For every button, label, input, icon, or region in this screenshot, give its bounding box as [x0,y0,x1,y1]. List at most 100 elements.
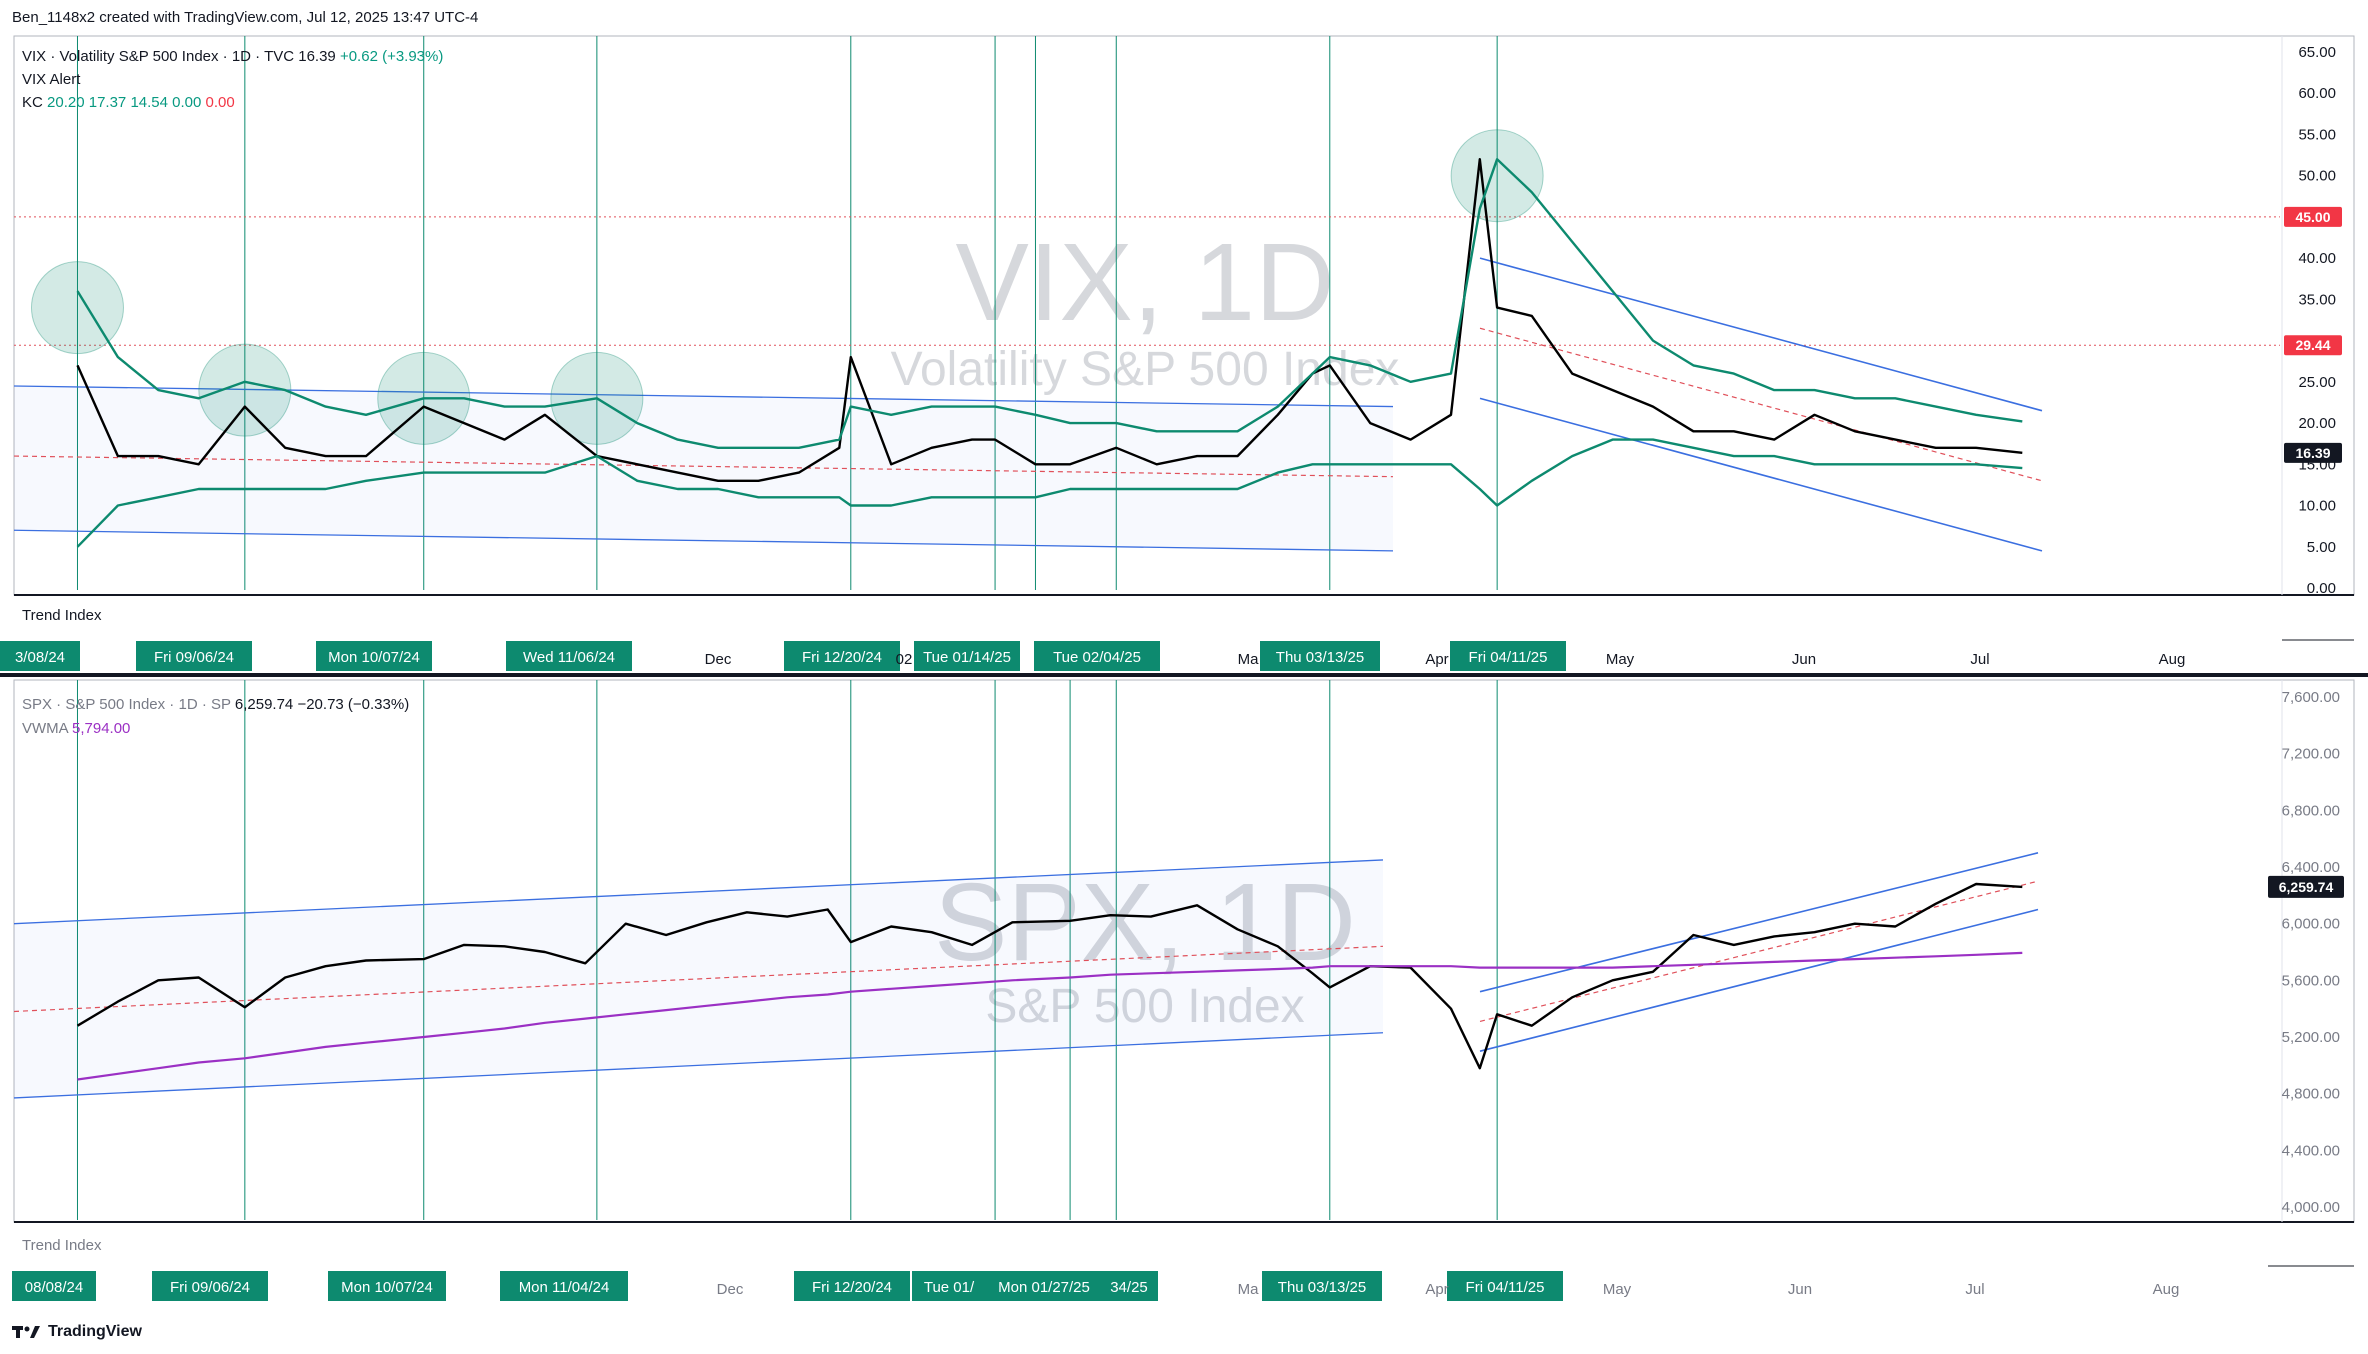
spx-y-tick: 6,400.00 [2282,859,2340,876]
spx-vwma-line [77,951,2023,1081]
spx-date-label-bg [794,1271,910,1301]
tradingview-logo-text: TradingView [48,1323,142,1340]
spx-price-label-bg [2268,875,2344,898]
vix-y-tick: 20.00 [2298,415,2336,432]
vix-channel-mid [13,455,1394,478]
spx-uptrend-mid [1479,880,2039,1022]
vix-date-label-bg [1260,641,1380,671]
spx-month-label: Apr [1425,1281,1448,1298]
vix-downtrend-mid [1479,327,2043,482]
spx-y-tick: 7,200.00 [2282,746,2340,763]
spx-legend-change: −20.73 (−0.33%) [297,696,409,713]
vix-date-label-bg [316,641,432,671]
vix-highlight-circle [198,343,292,437]
vix-month-label: May [1606,651,1635,668]
vix-date-label: 3/08/24 [15,649,65,666]
vix-y-tick: 65.00 [2298,44,2336,61]
spx-price-label: 6,259.74 [2279,879,2334,895]
spx-date-label: Fri 12/20/24 [812,1279,892,1296]
vix-price-label: 29.44 [2295,337,2330,353]
vix-y-tick: 5.00 [2307,539,2336,556]
vix-month-label: Dec [705,651,732,668]
spx-month-label: Ma [1238,1281,1259,1298]
kc-label: KC [22,94,47,111]
spx-uptrend-lower [1479,908,2039,1052]
spx-date-label-bg [986,1271,1102,1301]
spx-y-tick: 4,800.00 [2282,1086,2340,1103]
spx-trend-index-label: Trend Index [22,1237,102,1254]
spx-legend-price: 6,259.74 [235,696,298,713]
spx-y-tick: 5,200.00 [2282,1029,2340,1046]
vix-vix-line [76,157,2023,482]
spx-date-label-bg [912,1271,986,1301]
vix-month-label: Jul [1970,651,1989,668]
vix-y-tick: 25.00 [2298,374,2336,391]
vix-legend-alert: VIX Alert [22,71,81,88]
spx-month-label: Aug [2153,1281,2180,1298]
vix-date-label-bg [914,641,1020,671]
vix-date-label: Fri 04/11/25 [1469,649,1548,666]
spx-legend-line1: SPX · S&P 500 Index · 1D · SP 6,259.74 −… [22,696,409,713]
kc-value: 20.20 [47,94,89,111]
vix-price-label: 45.00 [2295,209,2330,225]
spx-date-label: Tue 01/ [924,1279,975,1296]
spx-date-label-bg [1262,1271,1382,1301]
vix-month-label: Aug [2159,651,2186,668]
kc-zero: 0.00 [172,94,205,111]
vix-date-label: Tue 01/14/25 [923,649,1011,666]
vix-price-label-bg [2284,335,2342,356]
vix-date-label: Tue 02/04/25 [1053,649,1141,666]
vix-y-tick: 35.00 [2298,291,2336,308]
vix-date-label-bg [506,641,632,671]
vix-month-label: Ma [1238,651,1259,668]
vwma-value: 5,794.00 [72,720,130,737]
vwma-label: VWMA [22,720,72,737]
vix-date-label: Thu 03/13/25 [1276,649,1364,666]
vix-date-label-bg [1450,641,1566,671]
kc-value: 17.37 [89,94,131,111]
vix-y-tick: 10.00 [2298,498,2336,515]
spx-date-label: Mon 11/04/24 [519,1279,610,1296]
spx-legend-label: SPX · S&P 500 Index · 1D · SP [22,696,235,713]
vix-y-tick: 50.00 [2298,168,2336,185]
spx-watermark-main: SPX, 1D [934,861,1356,984]
vix-date-label-bg [784,641,900,671]
spx-channel-upper [13,859,1384,925]
vix-price-label-bg [2284,206,2342,227]
vix-date-label-bg [1034,641,1160,671]
spx-y-tick: 6,800.00 [2282,802,2340,819]
spx-y-tick: 4,000.00 [2282,1199,2340,1216]
vix-kc-lower-line [76,438,2023,548]
vix-date-label-bg [0,641,80,671]
vix-y-tick: 40.00 [2298,250,2336,267]
vix-channel-upper [13,385,1394,408]
attribution-bar: Ben_1148x2 created with TradingView.com,… [0,0,2368,34]
spx-watermark-sub: S&P 500 Index [985,980,1304,1033]
spx-date-label: Mon 01/27/25 [998,1279,1090,1296]
spx-date-label: Thu 03/13/25 [1278,1279,1366,1296]
spx-channel-lower [13,1032,1384,1099]
vix-price-label: 16.39 [2295,445,2330,461]
vix-watermark-sub: Volatility S&P 500 Index [891,343,1400,396]
vix-highlight-circle [30,261,124,355]
spx-month-label: Dec [717,1281,744,1298]
vix-date-label: Mon 10/07/24 [328,649,420,666]
vix-date-label: Fri 09/06/24 [154,649,234,666]
spx-month-label: May [1603,1281,1632,1298]
spx-spx-line [76,882,2023,1070]
spx-uptrend-upper [1479,852,2039,993]
spx-y-tick: 7,600.00 [2282,689,2340,706]
tradingview-logo[interactable]: TradingView [12,1323,142,1341]
vix-y-tick: 55.00 [2298,126,2336,143]
spx-legend-vwma: VWMA 5,794.00 [22,720,130,737]
vix-watermark-main: VIX, 1D [955,221,1334,344]
vix-date-label: Wed 11/06/24 [523,649,615,666]
spx-date-label-bg [1447,1271,1563,1301]
vix-price-label-bg [2284,442,2342,463]
spx-date-label-bg [152,1271,268,1301]
tradingview-logo-icon [12,1326,40,1338]
spx-month-label: Jun [1788,1281,1812,1298]
spx-date-label-bg [500,1271,628,1301]
spx-date-label: Mon 10/07/24 [341,1279,433,1296]
